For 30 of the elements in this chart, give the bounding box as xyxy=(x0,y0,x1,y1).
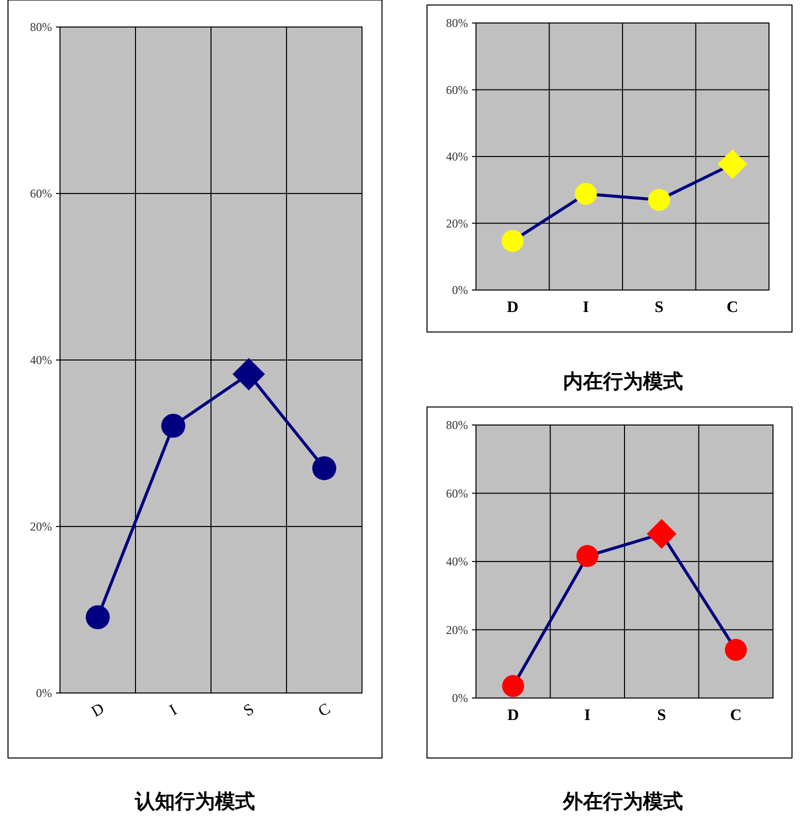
x-tick-label: C xyxy=(730,707,742,724)
y-tick-label: 80% xyxy=(446,418,468,432)
y-tick-label: 20% xyxy=(30,520,52,534)
x-tick-label: S xyxy=(657,707,666,724)
y-tick-label: 60% xyxy=(446,486,468,500)
y-tick-label: 40% xyxy=(30,353,52,367)
x-tick-label: I xyxy=(584,707,590,724)
x-tick-label: C xyxy=(316,700,334,720)
y-tick-label: 20% xyxy=(446,216,468,230)
text: 外在行为模式 xyxy=(562,789,683,813)
x-tick-label: I xyxy=(166,702,180,720)
x-tick-label: D xyxy=(88,700,108,721)
y-tick-label: 80% xyxy=(446,16,468,30)
x-tick-label: S xyxy=(654,299,664,316)
text: 内在行为模式 xyxy=(563,369,683,393)
y-tick-label: 60% xyxy=(30,186,52,200)
y-tick-label: 0% xyxy=(36,686,52,700)
y-tick-label: 40% xyxy=(446,150,468,164)
y-tick-label: 40% xyxy=(446,554,468,568)
text: 认知行为模式 xyxy=(134,789,255,813)
x-tick-label: I xyxy=(582,299,589,316)
y-tick-label: 60% xyxy=(446,82,468,97)
y-tick-label: 20% xyxy=(446,622,468,637)
x-tick-label: D xyxy=(507,707,519,724)
y-tick-label: 0% xyxy=(452,691,468,705)
y-tick-label: 80% xyxy=(30,20,52,34)
x-tick-label: C xyxy=(726,299,738,316)
x-tick-label: S xyxy=(240,700,258,720)
x-tick-label: D xyxy=(506,299,518,316)
y-tick-label: 0% xyxy=(452,283,468,297)
